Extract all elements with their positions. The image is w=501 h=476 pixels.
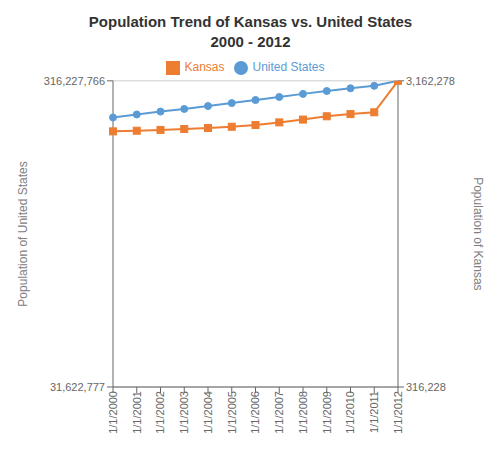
svg-text:1/1/2008: 1/1/2008: [297, 391, 309, 434]
svg-text:1/1/2010: 1/1/2010: [344, 391, 356, 434]
svg-text:Population of United States: Population of United States: [16, 161, 30, 306]
html-text:Population Trend of Kansas vs.: Population Trend of Kansas vs. United St…: [88, 13, 413, 30]
svg-text:316,227,766: 316,227,766: [44, 75, 105, 87]
svg-text:1/1/2009: 1/1/2009: [321, 391, 333, 434]
svg-text:1/1/2011: 1/1/2011: [368, 391, 380, 433]
svg-text:1/1/2000: 1/1/2000: [107, 391, 119, 434]
html-text:Kansas: Kansas: [184, 60, 225, 74]
svg-text:1/1/2003: 1/1/2003: [178, 391, 190, 434]
svg-text:316,228: 316,228: [406, 381, 446, 393]
html-text:United States: United States: [252, 60, 325, 74]
svg-text:1/1/2001: 1/1/2001: [131, 391, 143, 434]
svg-text:1/1/2012: 1/1/2012: [392, 391, 404, 434]
svg-text:1/1/2005: 1/1/2005: [226, 391, 238, 434]
svg-text:1/1/2006: 1/1/2006: [249, 391, 261, 434]
svg-text:31,622,777: 31,622,777: [50, 381, 105, 393]
html-text:2000 - 2012: 2000 - 2012: [210, 33, 291, 50]
svg-text:1/1/2002: 1/1/2002: [154, 391, 166, 434]
svg-text:1/1/2007: 1/1/2007: [273, 391, 285, 434]
svg-text:Population of Kansas: Population of Kansas: [471, 177, 485, 290]
svg-text:1/1/2004: 1/1/2004: [202, 391, 214, 434]
svg-text:3,162,278: 3,162,278: [406, 75, 455, 87]
